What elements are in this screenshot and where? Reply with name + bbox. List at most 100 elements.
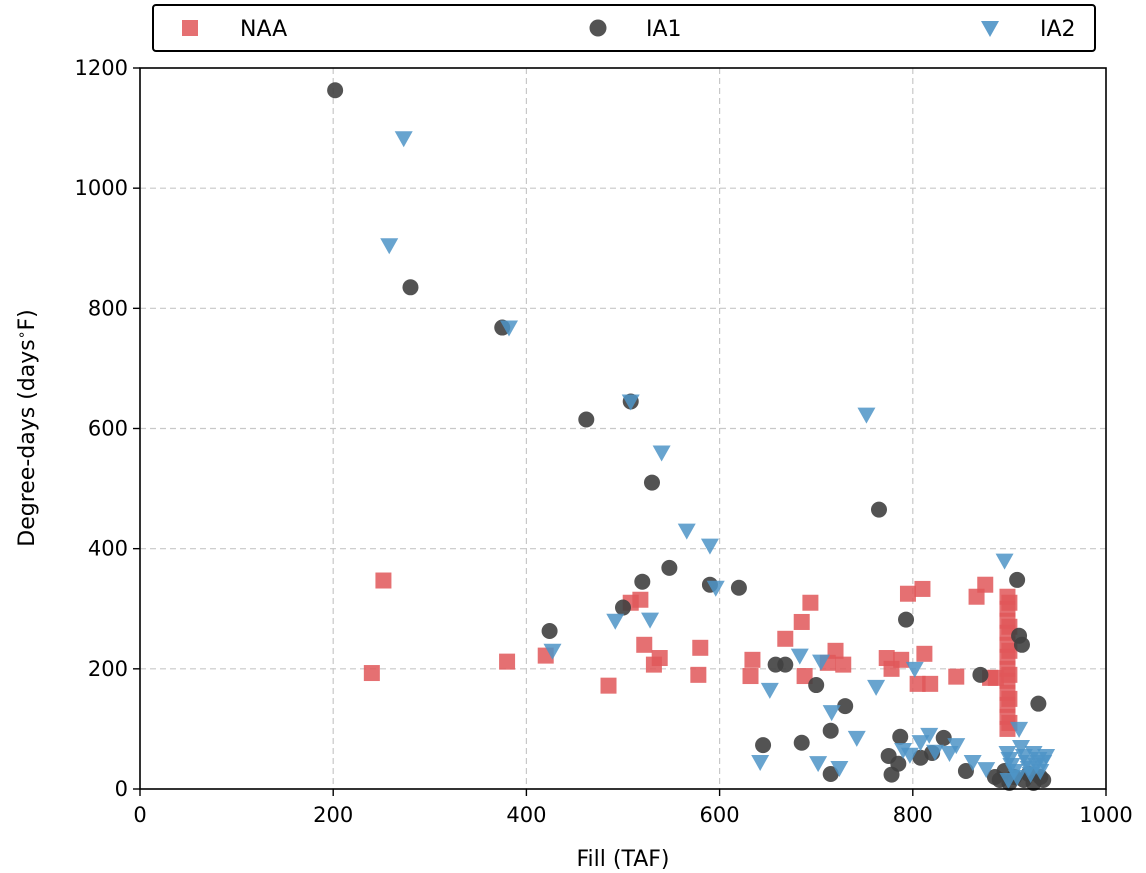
legend-marker-ia2: [981, 21, 999, 37]
naa-point: [909, 675, 926, 692]
ia1-point: [661, 559, 678, 576]
naa-point: [636, 636, 653, 653]
ia2-point: [999, 772, 1018, 789]
series-ia1: [327, 82, 1052, 791]
ia2-point: [652, 445, 671, 462]
ia2-point: [822, 705, 841, 722]
ia2-point: [911, 735, 930, 752]
ia1-point: [402, 279, 419, 296]
ia2-point: [812, 654, 831, 671]
naa-point: [1001, 690, 1018, 707]
ia2-point: [621, 394, 640, 411]
series-ia2: [380, 131, 1056, 789]
ia1-point: [837, 698, 854, 715]
ia1-point: [822, 722, 839, 739]
ia2-point: [1010, 721, 1029, 738]
x-tick-label: 600: [700, 803, 740, 827]
ia2-point: [900, 747, 919, 764]
naa-point: [948, 668, 965, 685]
series-naa: [363, 572, 1018, 737]
x-tick-label: 0: [133, 803, 146, 827]
naa-point: [802, 594, 819, 611]
ia2-point: [641, 612, 660, 629]
ia1-point: [755, 737, 772, 754]
y-tick-label: 600: [88, 417, 128, 441]
ia2-point: [606, 613, 625, 630]
ia2-point: [751, 754, 770, 771]
legend-label-ia1: IA1: [646, 17, 682, 42]
y-tick-label: 400: [88, 537, 128, 561]
ia1-point: [1030, 695, 1047, 712]
legend-frame: [152, 4, 1096, 52]
ia1-point: [890, 755, 907, 772]
y-axis-title: Degree-days (days∘F): [14, 309, 40, 546]
naa-point: [690, 666, 707, 683]
naa-point: [651, 650, 668, 667]
ia1-point: [793, 734, 810, 751]
naa-point: [793, 613, 810, 630]
ia1-point: [892, 728, 909, 745]
ia1-point: [578, 411, 595, 428]
y-tick-label: 200: [88, 657, 128, 681]
y-axis-title-degree: ∘: [14, 331, 30, 340]
ia1-point: [643, 474, 660, 491]
y-tick-label: 1200: [75, 56, 128, 80]
naa-point: [1001, 666, 1018, 683]
ia2-point: [706, 580, 725, 597]
naa-point: [968, 588, 985, 605]
ia1-point: [822, 765, 839, 782]
naa-point: [796, 668, 813, 685]
ia2-point: [543, 643, 562, 660]
ia2-point: [926, 744, 945, 761]
ia2-point: [677, 523, 696, 540]
ia2-point: [830, 760, 849, 777]
legend-label-ia2: IA2: [1040, 17, 1076, 42]
y-tick-label: 0: [115, 777, 128, 801]
ia2-point: [809, 756, 828, 773]
naa-point: [827, 642, 844, 659]
series-layer: [327, 82, 1056, 791]
naa-point: [922, 675, 939, 692]
ia2-point: [977, 762, 996, 779]
ia2-point: [1037, 748, 1056, 765]
naa-point: [1001, 594, 1018, 611]
ia1-point: [730, 579, 747, 596]
legend: NAA IA1 IA2: [152, 4, 1096, 52]
legend-marker-ia1: [589, 19, 607, 37]
ia2-point: [963, 754, 982, 771]
ia2-point: [700, 538, 719, 555]
plot-area: 0 200 400 600 800 1000 0 200 400 600 800 1000 1200: [75, 56, 1133, 827]
axis-ticks: 0 200 400 600 800 1000 0 200 400 600 800 1000 1200: [75, 56, 1133, 827]
legend-label-naa: NAA: [240, 17, 287, 42]
ia2-point: [905, 661, 924, 678]
ia2-point: [947, 738, 966, 755]
y-tick-label: 800: [88, 296, 128, 320]
naa-point: [742, 668, 759, 685]
ia2-point: [995, 553, 1014, 570]
x-tick-label: 800: [893, 803, 933, 827]
ia1-point: [777, 656, 794, 673]
y-axis-title-main: Degree-days (days: [15, 339, 40, 546]
ia2-point: [790, 648, 809, 665]
legend-marker-naa: [182, 20, 198, 36]
x-axis-title: Fill (TAF): [577, 847, 670, 872]
naa-point: [777, 630, 794, 647]
ia2-point: [380, 238, 399, 255]
naa-point: [914, 580, 931, 597]
naa-point: [692, 639, 709, 656]
x-tick-label: 1000: [1079, 803, 1132, 827]
naa-point: [835, 656, 852, 673]
ia2-point: [1011, 739, 1030, 756]
naa-point: [499, 653, 516, 670]
naa-point: [744, 651, 761, 668]
ia2-point: [847, 730, 866, 747]
ia1-point: [957, 762, 974, 779]
naa-point: [363, 665, 380, 682]
grid-lines: [140, 68, 1106, 789]
naa-point: [916, 645, 933, 662]
ia2-point: [500, 320, 519, 337]
ia2-point: [867, 679, 886, 696]
ia1-point: [1009, 571, 1026, 588]
ia1-point: [541, 622, 558, 639]
